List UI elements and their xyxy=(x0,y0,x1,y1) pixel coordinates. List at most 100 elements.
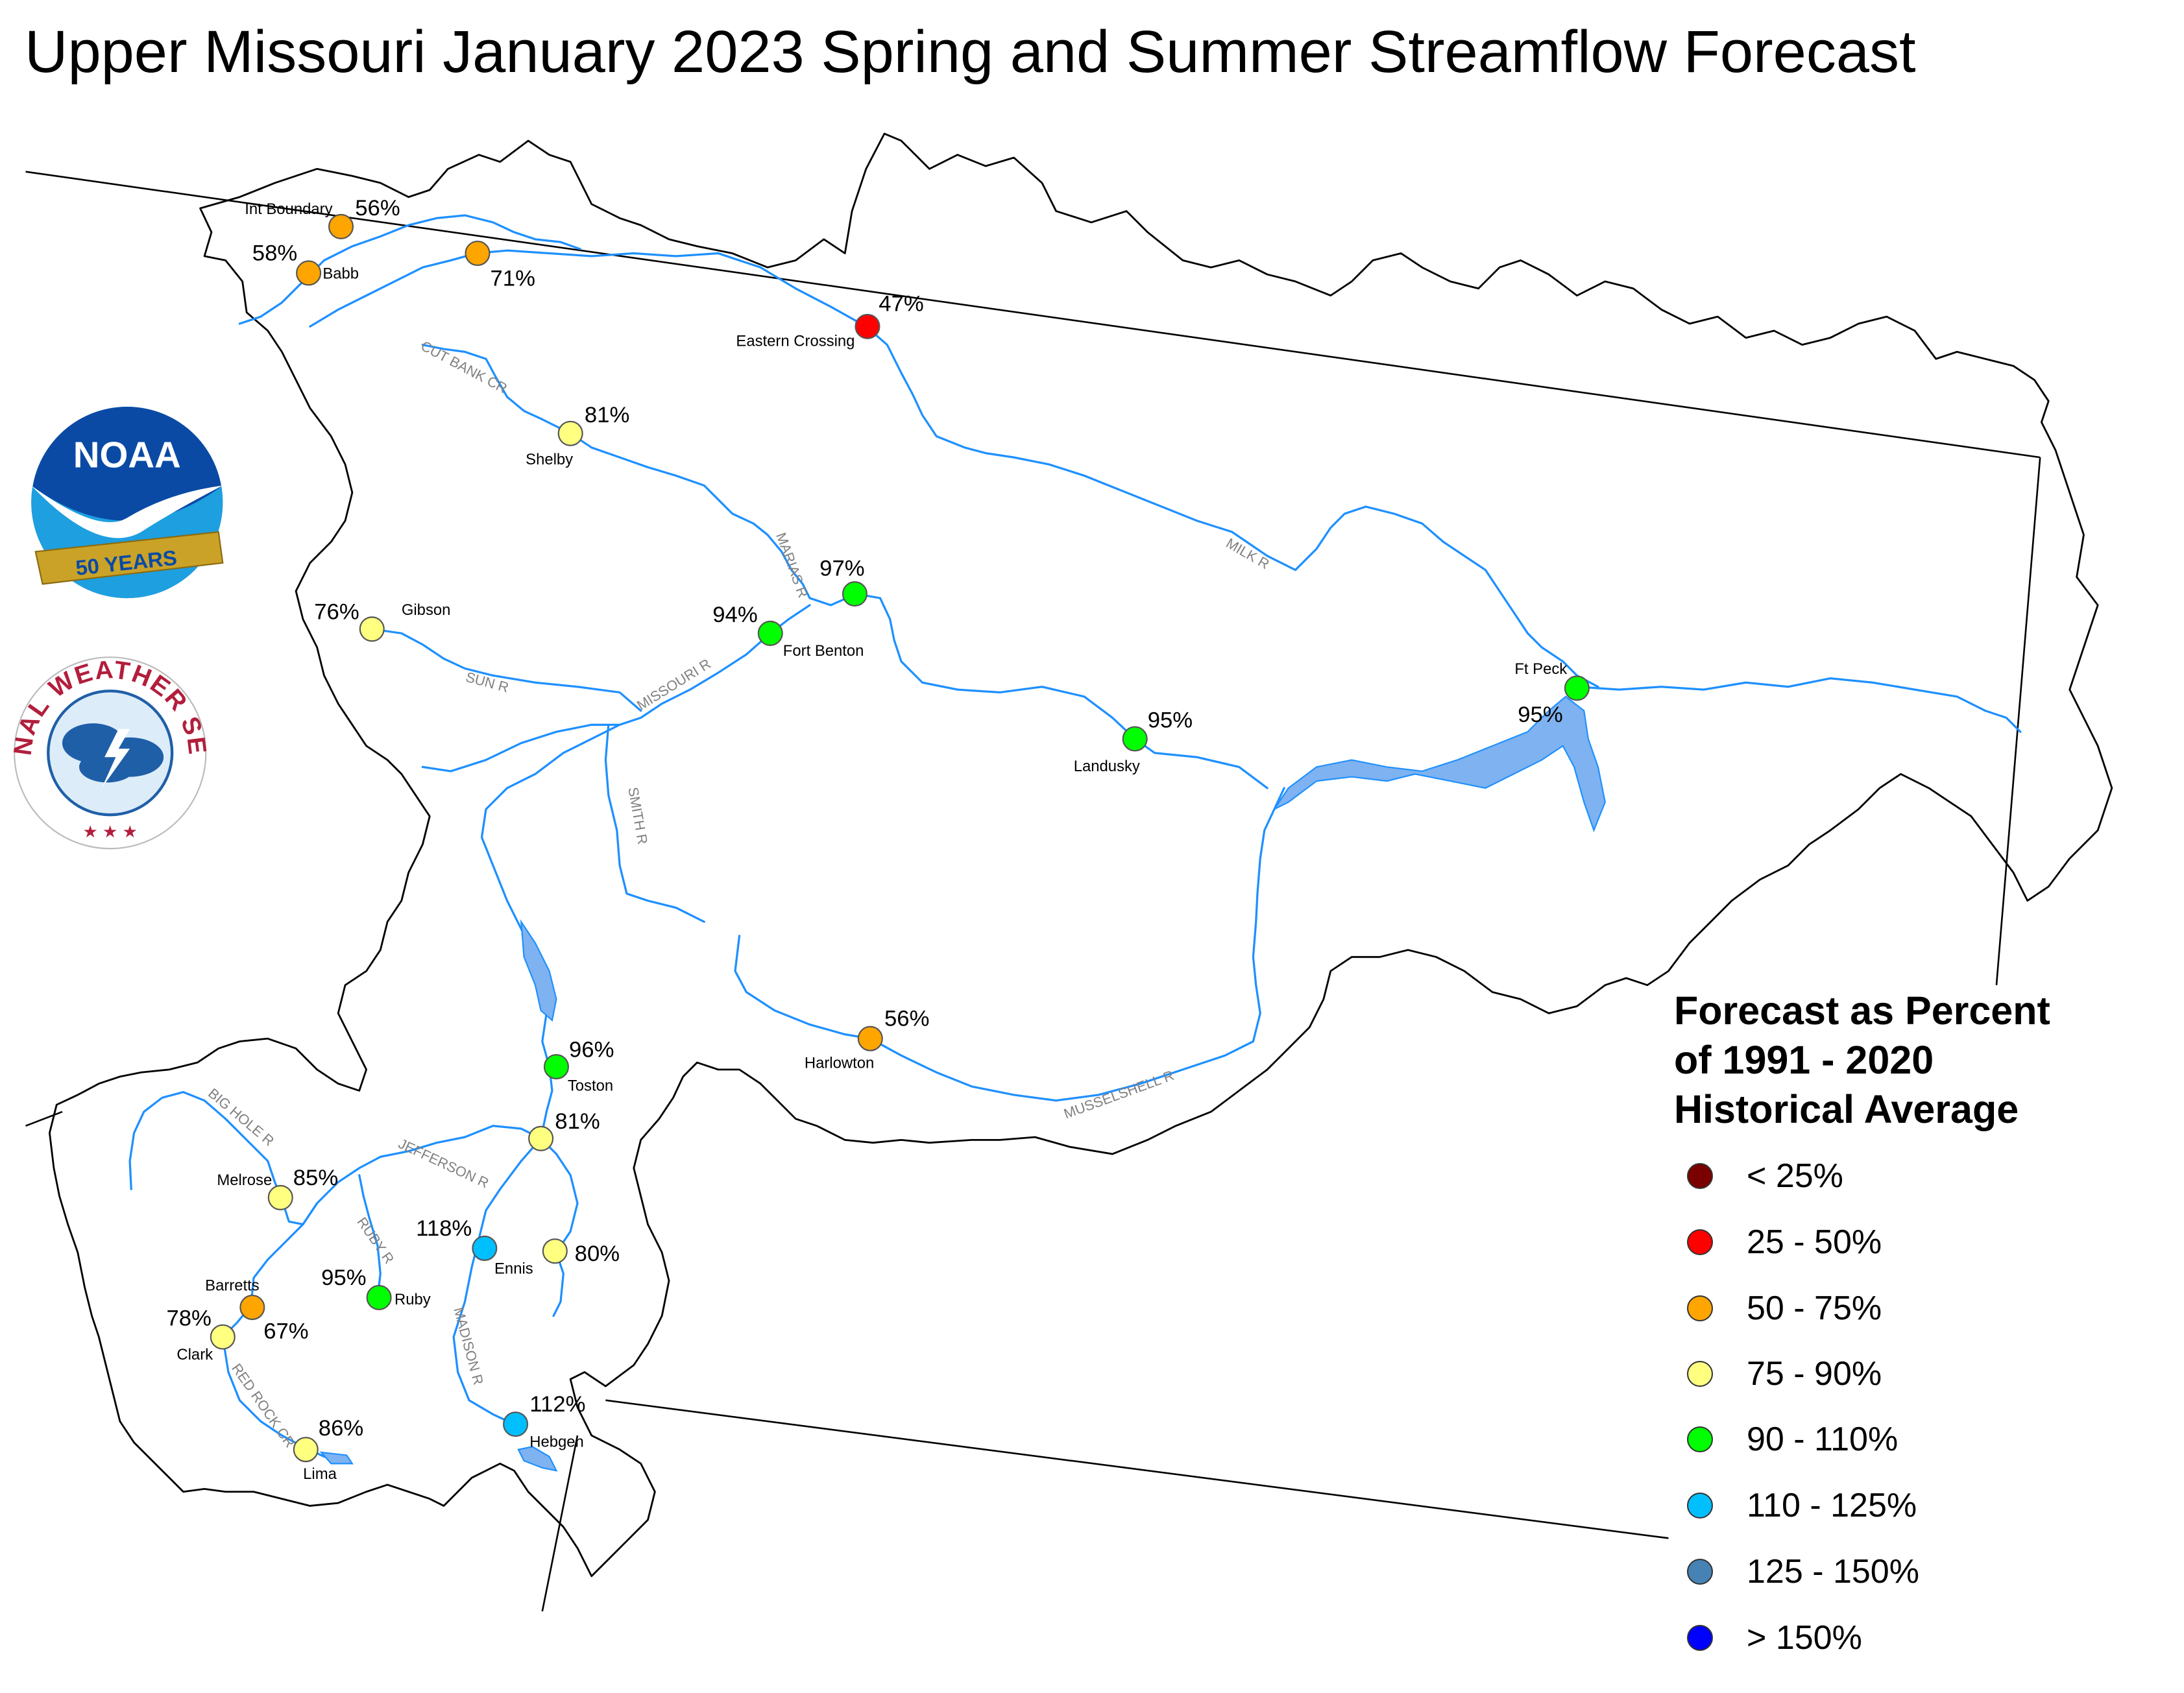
river-marias-bend xyxy=(808,592,1268,789)
river-label-ruby: RUBY R xyxy=(354,1214,397,1267)
station-marker xyxy=(465,240,491,267)
station-site-13: 81% xyxy=(528,1109,600,1151)
station-site-16: 80% xyxy=(542,1238,620,1266)
station-gibson: 76% Gibson xyxy=(314,600,450,642)
station-marker xyxy=(267,1184,293,1210)
river-cut-bank xyxy=(421,343,811,599)
station-percent-label: 67% xyxy=(263,1319,308,1343)
station-name-label: Hebgen xyxy=(529,1433,584,1450)
station-site-3: 71% xyxy=(465,240,535,291)
station-int-boundary: 56% Int Boundary xyxy=(245,196,400,239)
station-marker xyxy=(528,1125,554,1151)
station-marker xyxy=(557,420,583,446)
river-label-cut-bank: CUT BANK CR xyxy=(419,337,510,396)
station-harlowton: 56% Harlowton xyxy=(805,1007,930,1072)
river-missouri-upper xyxy=(421,632,771,773)
station-marker xyxy=(1122,726,1148,752)
legend-swatch xyxy=(1687,1295,1713,1321)
rivers xyxy=(128,214,2022,1462)
river-label-musselshell: MUSSELSHELL R xyxy=(1062,1067,1176,1122)
station-landusky: 95% Landusky xyxy=(1074,708,1193,775)
station-barretts: 67% Barretts xyxy=(205,1277,309,1344)
noaa-banner xyxy=(34,531,224,585)
legend-item: < 25% xyxy=(1687,1153,1843,1199)
reservoirs xyxy=(319,695,1606,1472)
international-border-line xyxy=(25,171,2041,459)
river-st-mary xyxy=(238,214,581,325)
hebgen-lake xyxy=(517,1446,558,1472)
station-eastern-crossing: 47% Eastern Crossing xyxy=(736,291,923,350)
legend-item: 50 - 75% xyxy=(1687,1286,1882,1331)
legend-item: 110 - 125% xyxy=(1687,1483,1917,1528)
state-border-south-line xyxy=(605,1399,1669,1539)
station-percent-label: 118% xyxy=(416,1216,472,1241)
river-sun xyxy=(370,628,642,712)
river-label-big-hole: BIG HOLE R xyxy=(205,1085,277,1149)
station-percent-label: 96% xyxy=(569,1037,614,1062)
station-percent-label: 94% xyxy=(712,603,757,627)
river-label-missouri: MISSOURI R xyxy=(634,655,714,714)
legend-label: 125 - 150% xyxy=(1747,1553,1919,1591)
station-toston: 96% Toston xyxy=(543,1037,614,1094)
station-percent-label: 76% xyxy=(314,600,359,625)
river-label-milk: MILK R xyxy=(1224,534,1272,572)
legend-item: 25 - 50% xyxy=(1687,1219,1882,1265)
legend-title: Forecast as Percent of 1991 - 2020 Histo… xyxy=(1674,986,2050,1134)
river-milk xyxy=(865,325,1599,688)
boundary-lines xyxy=(25,171,2041,1612)
station-marker xyxy=(542,1238,568,1264)
canyon-ferry-lake xyxy=(520,919,557,1022)
station-percent-label: 78% xyxy=(166,1306,211,1331)
station-percent-label: 56% xyxy=(355,196,400,221)
legend-swatch xyxy=(1687,1493,1713,1519)
state-border-west-line xyxy=(25,1111,63,1127)
stations-layer: 56% Int Boundary 58% Babb 71% 47% Eastern Cros… xyxy=(166,196,1590,1483)
station-marker xyxy=(328,213,354,239)
legend-item: 125 - 150% xyxy=(1687,1549,1919,1594)
legend-label: 90 - 110% xyxy=(1747,1421,1899,1458)
legend-title-line-2: of 1991 - 2020 xyxy=(1674,1038,1934,1082)
station-lima: 86% Lima xyxy=(293,1416,363,1483)
legend-label: > 150% xyxy=(1747,1619,1862,1657)
river-madison xyxy=(452,1137,542,1426)
legend-title-line-3: Historical Average xyxy=(1674,1087,2019,1131)
river-ruby xyxy=(358,1173,382,1299)
station-name-label: Toston xyxy=(568,1077,613,1094)
station-name-label: Babb xyxy=(322,265,359,283)
state-border-east-line xyxy=(1995,457,2041,985)
river-label-marias: MARIAS R xyxy=(773,531,811,600)
river-label-jefferson: JEFFERSON R xyxy=(396,1135,491,1191)
station-percent-label: 81% xyxy=(555,1109,600,1134)
station-name-label: Ft Peck xyxy=(1514,660,1567,678)
station-site-7: 97% xyxy=(819,556,868,607)
nws-stars-icon: ★ ★ ★ xyxy=(83,822,138,841)
station-percent-label: 81% xyxy=(585,403,629,427)
river-big-hole xyxy=(128,1090,284,1201)
station-shelby: 81% Shelby xyxy=(526,403,629,468)
legend-swatch xyxy=(1687,1229,1713,1255)
station-ennis: 118% Ennis xyxy=(416,1216,533,1278)
legend-label: 50 - 75% xyxy=(1747,1290,1882,1327)
river-gallatin xyxy=(539,1137,579,1317)
station-marker xyxy=(472,1235,498,1261)
legend-title-line-1: Forecast as Percent xyxy=(1674,989,2050,1033)
station-name-label: Int Boundary xyxy=(245,200,332,218)
station-percent-label: 47% xyxy=(879,291,923,316)
station-marker xyxy=(366,1284,392,1310)
fort-peck-reservoir xyxy=(1272,695,1606,833)
station-percent-label: 71% xyxy=(491,266,535,291)
station-hebgen: 112% Hebgen xyxy=(503,1392,585,1450)
noaa-text: NOAA xyxy=(73,434,181,475)
station-percent-label: 80% xyxy=(575,1242,620,1266)
legend-swatch xyxy=(1687,1426,1713,1452)
station-percent-label: 56% xyxy=(884,1007,929,1031)
station-name-label: Gibson xyxy=(402,601,451,619)
station-marker xyxy=(359,616,385,642)
station-percent-label: 95% xyxy=(321,1266,366,1290)
station-marker xyxy=(239,1295,265,1321)
legend-item: 90 - 110% xyxy=(1687,1417,1898,1462)
station-name-label: Fort Benton xyxy=(783,642,864,660)
river-musselshell xyxy=(734,787,1285,1102)
river-beaverhead xyxy=(250,1202,319,1307)
